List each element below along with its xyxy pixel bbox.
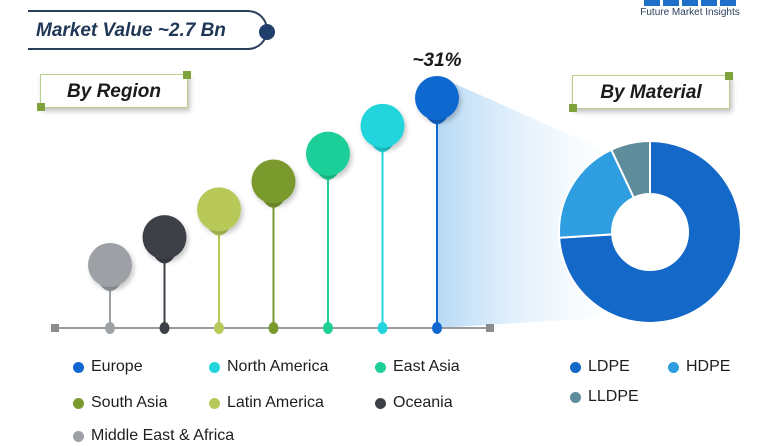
region-legend-item: South Asia	[73, 393, 168, 413]
material-legend-swatch	[570, 391, 581, 403]
region-legend-item: Latin America	[209, 393, 324, 413]
donut-slice-lldpe	[609, 139, 651, 199]
region-legend-swatch	[209, 397, 220, 409]
material-legend-item: LLDPE	[570, 387, 639, 407]
lollipop-middle-east-africa	[88, 243, 132, 334]
lollipop-north-america	[360, 103, 405, 334]
region-legend-label: Middle East & Africa	[91, 427, 235, 444]
donut-slice-hdpe	[558, 148, 636, 239]
region-legend-label: Europe	[91, 358, 143, 375]
material-legend-swatch	[570, 361, 581, 373]
region-legend-swatch	[375, 397, 386, 409]
region-legend-swatch	[73, 430, 84, 442]
region-legend-label: South Asia	[91, 394, 168, 411]
region-legend-item: Oceania	[375, 393, 453, 413]
by-material-label-box: By Material	[569, 72, 733, 112]
material-legend-label: LLDPE	[588, 388, 639, 405]
region-legend-swatch	[375, 361, 386, 373]
lollipop-latin-america	[197, 187, 241, 334]
material-donut-chart	[558, 139, 742, 324]
region-legend-label: East Asia	[393, 358, 460, 375]
region-legend-label: North America	[227, 358, 329, 375]
region-legend-swatch	[209, 361, 220, 373]
material-legend-item: LDPE	[570, 357, 630, 377]
brand-logo: Future Market Insights	[630, 0, 750, 18]
region-legend-item: North America	[209, 357, 328, 377]
donut-slice-ldpe	[558, 139, 742, 324]
region-legend-swatch	[73, 397, 84, 409]
region-lollipop-chart: ~31%	[51, 50, 494, 334]
axis-cap-right	[486, 324, 494, 332]
highlight-beam-shape	[437, 76, 600, 328]
brand-logo-mark	[630, 0, 750, 6]
material-legend-label: LDPE	[588, 358, 630, 375]
region-legend-label: Latin America	[227, 394, 324, 411]
region-legend-item: Middle East & Africa	[73, 426, 234, 446]
by-region-label: By Region	[67, 81, 161, 102]
lollipop-south-asia	[251, 159, 296, 334]
by-material-label: By Material	[600, 82, 702, 103]
material-legend-swatch	[668, 361, 679, 373]
highlight-share-label: ~31%	[412, 50, 461, 71]
region-legend-swatch	[73, 361, 84, 373]
region-legend-item: East Asia	[375, 357, 460, 377]
lollipop-east-asia	[306, 131, 350, 334]
lollipop-europe	[415, 76, 459, 334]
brand-name: Future Market Insights	[640, 7, 740, 18]
highlight-beam	[437, 76, 600, 328]
lollipop-oceania	[142, 215, 187, 334]
material-legend-item: HDPE	[668, 357, 730, 377]
market-value-badge: Market Value ~2.7 Bn	[28, 10, 275, 50]
material-legend-label: HDPE	[686, 358, 731, 375]
axis-cap-left	[51, 324, 59, 332]
region-legend-label: Oceania	[393, 394, 453, 411]
region-legend-item: Europe	[73, 357, 143, 377]
by-region-label-box: By Region	[37, 71, 191, 111]
market-value-dot	[259, 24, 275, 40]
market-value-text: Market Value ~2.7 Bn	[36, 20, 226, 41]
